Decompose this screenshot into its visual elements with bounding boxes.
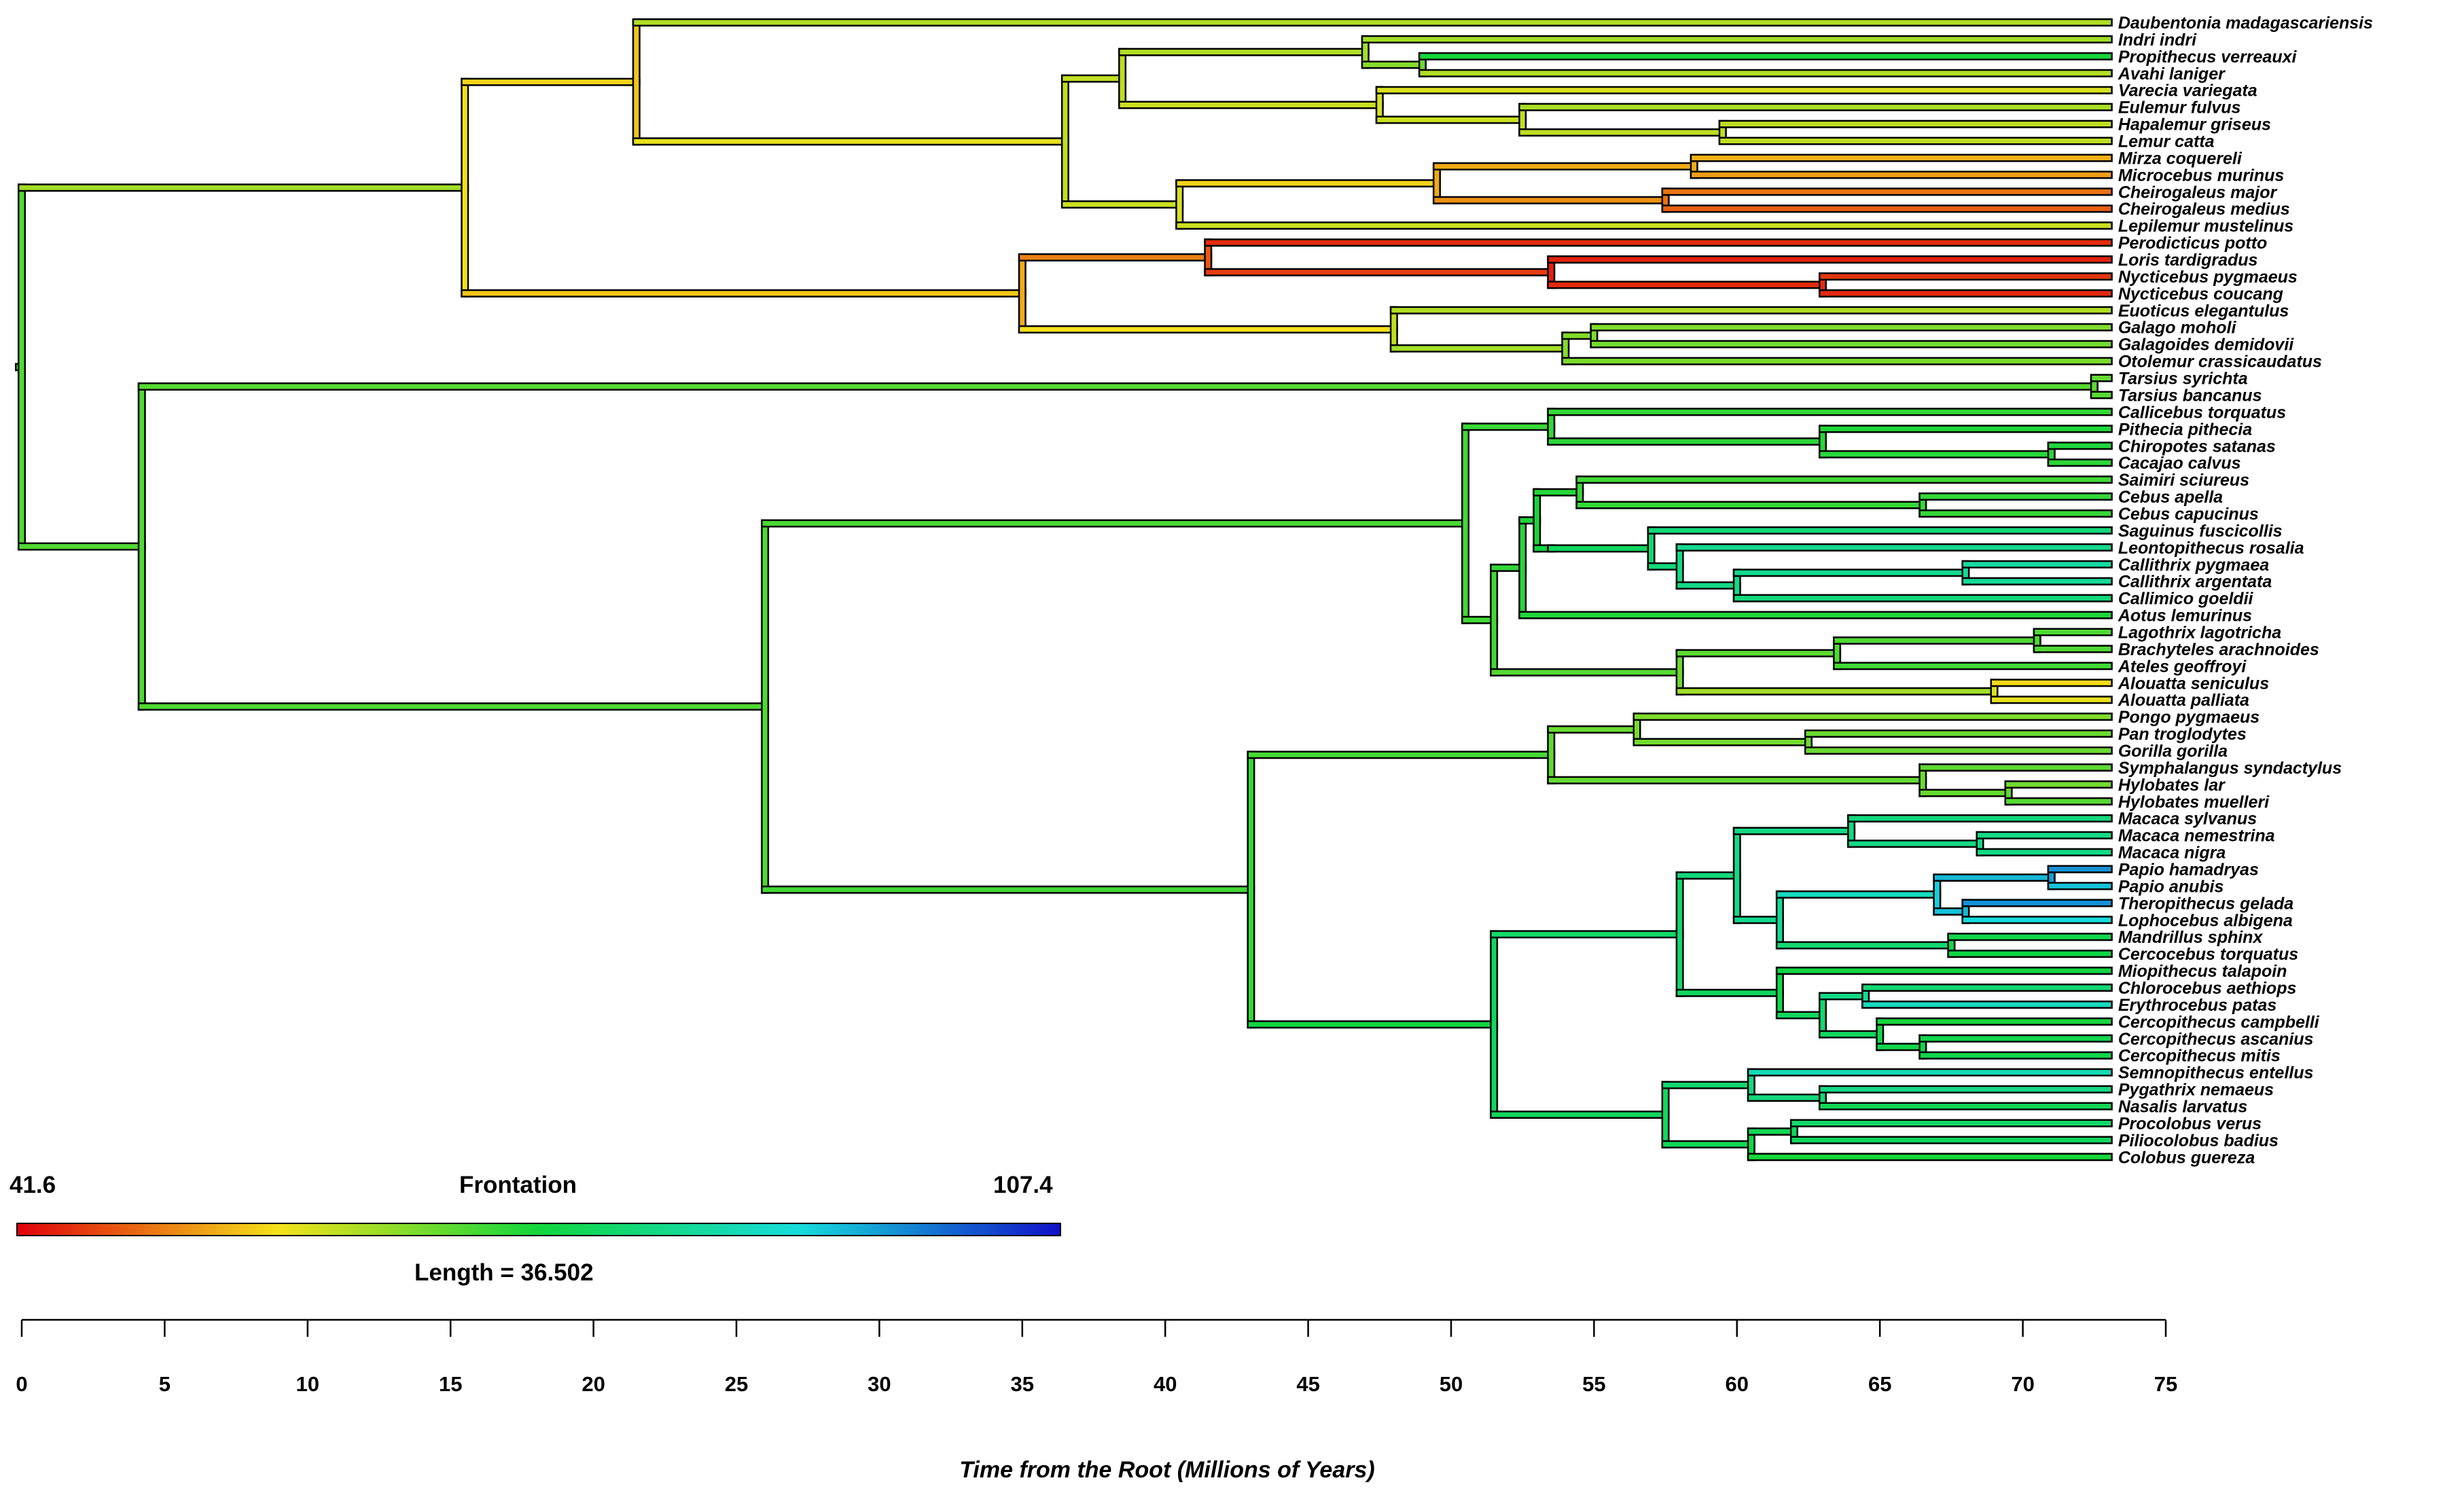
time-axis-tick-label: 40 bbox=[1154, 1372, 1177, 1396]
time-axis-title: Time from the Root (Millions of Years) bbox=[959, 1457, 1374, 1483]
taxon-label: Cebus apella bbox=[2118, 488, 2223, 507]
taxon-label: Nycticebus coucang bbox=[2118, 285, 2283, 304]
taxon-label: Nycticebus pygmaeus bbox=[2118, 268, 2298, 287]
taxon-label: Avahi laniger bbox=[2118, 65, 2226, 84]
taxon-label: Symphalangus syndactylus bbox=[2118, 759, 2342, 778]
time-axis-tick-label: 5 bbox=[159, 1372, 171, 1396]
taxon-label: Chiropotes satanas bbox=[2118, 437, 2276, 456]
legend-trait-label: Frontation bbox=[459, 1172, 577, 1198]
taxon-label: Callicebus torquatus bbox=[2118, 403, 2286, 422]
taxon-label: Cebus capucinus bbox=[2118, 505, 2259, 524]
tree-branches bbox=[15, 18, 2113, 1162]
taxon-label: Hylobates muelleri bbox=[2118, 793, 2270, 812]
time-axis-tick-label: 75 bbox=[2154, 1372, 2177, 1396]
taxon-label: Cheirogaleus medius bbox=[2118, 200, 2290, 219]
taxon-label: Callithrix argentata bbox=[2118, 573, 2272, 592]
time-axis-tick-label: 0 bbox=[16, 1372, 27, 1396]
taxon-label: Macaca nigra bbox=[2118, 844, 2226, 863]
time-axis-tick-label: 60 bbox=[1726, 1372, 1749, 1396]
taxon-label: Gorilla gorilla bbox=[2118, 742, 2228, 761]
color-legend: 41.6 Frontation 107.4 Length = 36.502 bbox=[10, 1172, 1062, 1286]
taxon-label: Pan troglodytes bbox=[2118, 725, 2247, 744]
taxon-label: Mirza coquereli bbox=[2118, 149, 2243, 168]
taxon-label: Alouatta palliata bbox=[2118, 691, 2249, 710]
taxon-label: Tarsius syrichta bbox=[2118, 370, 2248, 389]
legend-max-label: 107.4 bbox=[993, 1172, 1053, 1198]
taxon-label: Euoticus elegantulus bbox=[2118, 302, 2289, 321]
taxon-label: Papio anubis bbox=[2118, 877, 2224, 896]
taxon-label: Lepilemur mustelinus bbox=[2118, 217, 2293, 236]
taxon-label: Macaca sylvanus bbox=[2118, 810, 2257, 829]
taxon-label: Daubentonia madagascariensis bbox=[2118, 14, 2373, 33]
taxon-label: Saimiri sciureus bbox=[2118, 471, 2249, 490]
taxon-label: Pithecia pithecia bbox=[2118, 420, 2252, 439]
taxon-label: Mandrillus sphinx bbox=[2118, 928, 2264, 947]
time-axis-tick-label: 65 bbox=[1868, 1372, 1891, 1396]
taxon-label: Galagoides demidovii bbox=[2118, 336, 2294, 355]
taxon-label: Lagothrix lagotricha bbox=[2118, 623, 2281, 642]
taxon-label: Hylobates lar bbox=[2118, 776, 2226, 795]
legend-length-label: Length = 36.502 bbox=[414, 1259, 594, 1286]
legend-color-bar bbox=[16, 1223, 1062, 1236]
taxon-label: Macaca nemestrina bbox=[2118, 827, 2275, 846]
taxon-label: Indri indri bbox=[2118, 31, 2197, 50]
taxon-label: Semnopithecus entellus bbox=[2118, 1064, 2314, 1083]
taxon-label: Saguinus fuscicollis bbox=[2118, 522, 2283, 541]
taxon-label: Theropithecus gelada bbox=[2118, 894, 2293, 913]
taxon-label: Eulemur fulvus bbox=[2118, 98, 2241, 118]
taxon-label: Varecia variegata bbox=[2118, 82, 2257, 101]
taxon-label: Perodicticus potto bbox=[2118, 234, 2267, 253]
taxon-label: Ateles geoffroyi bbox=[2118, 657, 2247, 676]
taxon-label: Callithrix pygmaea bbox=[2118, 556, 2269, 575]
taxon-label: Piliocolobus badius bbox=[2118, 1131, 2279, 1150]
time-axis-tick-label: 10 bbox=[296, 1372, 319, 1396]
time-axis: 0 5 10 15 20 25 30 35 40 45 50 55 60 65 70 75 Time from… bbox=[16, 1318, 2177, 1483]
time-axis-ticks: 0 5 10 15 20 25 30 35 40 45 50 55 60 65 70 75 bbox=[16, 1320, 2177, 1396]
time-axis-tick-label: 50 bbox=[1440, 1372, 1463, 1396]
time-axis-tick-label: 45 bbox=[1296, 1372, 1319, 1396]
time-axis-tick-label: 55 bbox=[1582, 1372, 1605, 1396]
taxon-label: Colobus guereza bbox=[2118, 1148, 2255, 1167]
taxon-label: Lophocebus albigena bbox=[2118, 911, 2293, 930]
taxon-label: Lemur catta bbox=[2118, 132, 2215, 151]
taxon-label: Brachyteles arachnoides bbox=[2118, 640, 2319, 659]
taxon-label: Cercopithecus ascanius bbox=[2118, 1030, 2314, 1049]
time-axis-tick-label: 25 bbox=[725, 1372, 748, 1396]
taxon-label: Leontopithecus rosalia bbox=[2118, 539, 2304, 558]
taxon-label: Cercopithecus campbelli bbox=[2118, 1013, 2320, 1032]
taxon-label: Nasalis larvatus bbox=[2118, 1098, 2247, 1117]
taxon-label: Miopithecus talapoin bbox=[2118, 962, 2287, 981]
taxon-label: Pongo pygmaeus bbox=[2118, 708, 2260, 727]
taxon-label: Chlorocebus aethiops bbox=[2118, 979, 2297, 998]
taxon-label: Aotus lemurinus bbox=[2118, 607, 2252, 626]
taxon-label: Galago moholi bbox=[2118, 319, 2237, 338]
taxon-label: Cheirogaleus major bbox=[2118, 183, 2278, 202]
taxon-label: Loris tardigradus bbox=[2118, 251, 2258, 270]
taxon-label: Procolobus verus bbox=[2118, 1114, 2262, 1133]
time-axis-tick-label: 35 bbox=[1011, 1372, 1034, 1396]
time-axis-tick-label: 20 bbox=[582, 1372, 605, 1396]
taxon-label: Alouatta seniculus bbox=[2118, 674, 2269, 693]
time-axis-tick-label: 30 bbox=[868, 1372, 891, 1396]
taxon-label: Cercocebus torquatus bbox=[2118, 945, 2298, 964]
taxon-label: Callimico goeldii bbox=[2118, 590, 2254, 609]
taxon-label: Cercopithecus mitis bbox=[2118, 1047, 2281, 1066]
taxon-label: Erythrocebus patas bbox=[2118, 996, 2277, 1015]
taxon-label: Tarsius bancanus bbox=[2118, 386, 2262, 405]
time-axis-tick-label: 70 bbox=[2011, 1372, 2034, 1396]
legend-min-label: 41.6 bbox=[10, 1172, 56, 1198]
time-axis-tick-label: 15 bbox=[439, 1372, 462, 1396]
taxon-label: Papio hamadryas bbox=[2118, 861, 2259, 880]
taxon-label: Hapalemur griseus bbox=[2118, 115, 2271, 134]
taxon-label: Cacajao calvus bbox=[2118, 454, 2241, 473]
taxon-label: Propithecus verreauxi bbox=[2118, 48, 2298, 67]
taxon-label: Otolemur crassicaudatus bbox=[2118, 353, 2322, 372]
taxon-label: Microcebus murinus bbox=[2118, 166, 2285, 185]
taxon-label: Pygathrix nemaeus bbox=[2118, 1081, 2274, 1100]
